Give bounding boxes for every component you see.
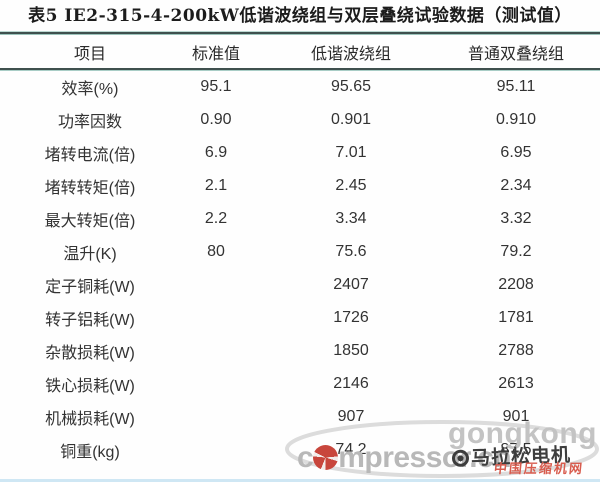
row-value: 2407 [333,275,369,293]
row-value: 0.90 [200,110,232,128]
row-value [162,268,270,301]
motor-test-data-table: 项目 标准值 低谐波绕组 普通双叠绕组 效率(%) 95.1 95.65 95.11 功… [0,35,600,466]
row-value: 2788 [498,341,534,359]
row-value: 7.01 [335,143,367,161]
row-value: 0.910 [495,110,537,128]
row-label: 功率因数 [57,113,122,131]
row-value: 3.34 [335,209,367,227]
row-value: 95.1 [200,77,232,95]
row-label: 效率(%) [61,80,119,98]
row-value: 2146 [333,374,369,392]
table-title: 表5 IE2-315-4-200kW低谐波绕组与双层叠绕试验数据（测试值） [28,6,572,26]
header-row: 项目 标准值 低谐波绕组 普通双叠绕组 [0,35,600,70]
table-row: 堵转转矩(倍) 2.1 2.45 2.34 [0,169,600,202]
row-label: 温升(K) [63,245,117,263]
row-label: 杂散损耗(W) [45,344,135,362]
header-low-harmonic-winding: 低谐波绕组 [270,35,432,70]
row-label: 铜重(kg) [60,443,120,461]
table-row: 功率因数 0.90 0.901 0.910 [0,103,600,136]
row-value: 2.45 [335,176,367,194]
watermark-compressor: c mpressor.cn [297,441,512,474]
row-value: 6.95 [500,143,532,161]
row-value: 1850 [333,341,369,359]
row-label: 转子铝耗(W) [45,311,135,329]
table-body: 效率(%) 95.1 95.65 95.11 功率因数 0.90 0.901 0.910 堵转电… [0,69,600,466]
watermark-gongkong: gongkong [448,417,597,450]
row-value [162,301,270,334]
header-item: 项目 [0,35,162,70]
row-value: 1781 [498,308,534,326]
table-row: 定子铜耗(W) 2407 2208 [0,268,600,301]
row-value: 907 [337,407,365,425]
row-label: 定子铜耗(W) [45,278,135,296]
row-label: 堵转转矩(倍) [44,179,136,197]
table-row: 堵转电流(倍) 6.9 7.01 6.95 [0,136,600,169]
row-label: 最大转矩(倍) [44,212,136,230]
motor-brand-logo-icon [451,449,470,468]
row-value [162,334,270,367]
row-label: 堵转电流(倍) [44,146,136,164]
table-row: 转子铝耗(W) 1726 1781 [0,301,600,334]
row-label: 机械损耗(W) [45,410,135,428]
row-value: 95.11 [496,77,536,95]
table-row: 杂散损耗(W) 1850 2788 [0,334,600,367]
row-value: 0.901 [330,110,372,128]
row-value: 75.6 [335,242,367,260]
compressor-fan-icon [313,445,339,470]
row-value: 2613 [498,374,534,392]
table-row: 最大转矩(倍) 2.2 3.34 3.32 [0,202,600,235]
row-value [162,433,270,466]
row-value: 1726 [333,308,369,326]
table-row: 温升(K) 80 75.6 79.2 [0,235,600,268]
row-value: 2.34 [500,176,532,194]
table-header: 项目 标准值 低谐波绕组 普通双叠绕组 [0,35,600,70]
row-value: 79.2 [500,242,532,260]
watermark-compressor-prefix: c [297,441,314,474]
watermark-site-name: 中国压缩机网 [493,461,585,476]
table-row: 效率(%) 95.1 95.65 95.11 [0,69,600,103]
row-value [162,400,270,433]
row-value: 3.32 [500,209,532,227]
header-normal-double-lap-winding: 普通双叠绕组 [432,35,600,70]
table-row: 铁心损耗(W) 2146 2613 [0,367,600,400]
row-value [162,367,270,400]
row-value: 2.1 [204,176,228,194]
row-value: 95.65 [330,77,372,95]
row-value: 6.9 [204,143,228,161]
row-value: 2.2 [204,209,228,227]
row-label: 铁心损耗(W) [45,377,135,395]
row-value: 2208 [498,275,534,293]
header-standard-value: 标准值 [162,35,270,70]
watermark-compressor-suffix: mpressor.cn [338,441,512,474]
row-value: 80 [207,242,225,260]
bottom-blue-divider [0,479,600,482]
top-rule-divider [0,31,600,35]
